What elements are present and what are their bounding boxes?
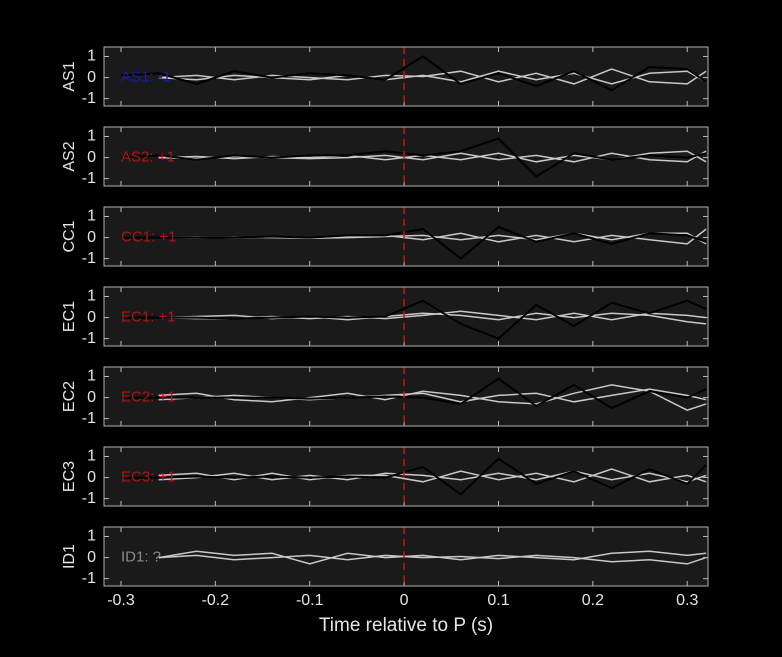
y-tick-label: 0 — [87, 469, 96, 486]
y-axis-label: EC3 — [61, 461, 78, 492]
x-tick-label: 0.3 — [676, 592, 698, 609]
plot-frame — [103, 526, 709, 587]
annotation: CC1: +1 — [121, 229, 176, 246]
trace — [158, 68, 707, 85]
y-tick-label: -1 — [82, 90, 96, 107]
y-tick-label: 1 — [87, 128, 96, 145]
trace — [158, 384, 707, 412]
y-axis-label: EC1 — [61, 301, 78, 332]
y-axis-label: CC1 — [61, 220, 78, 252]
annotation: EC3: +1 — [121, 469, 176, 486]
x-tick-label: 0.2 — [582, 592, 604, 609]
y-tick-label: 0 — [87, 309, 96, 326]
y-tick-label: -1 — [82, 330, 96, 347]
annotation: EC1: +1 — [121, 309, 176, 326]
annotation: AS2: +1 — [121, 149, 175, 166]
annotation: AS1: -1 — [121, 69, 171, 86]
x-tick-label: 0.1 — [487, 592, 509, 609]
y-tick-label: 0 — [87, 229, 96, 246]
y-tick-label: -1 — [82, 490, 96, 507]
x-tick-label: -0.1 — [296, 592, 324, 609]
y-axis-label: ID1 — [61, 544, 78, 569]
y-tick-label: 1 — [87, 208, 96, 225]
plot-frame — [103, 366, 709, 427]
y-tick-label: 1 — [87, 48, 96, 65]
y-axis-label: AS1 — [61, 61, 78, 91]
plot-frame — [103, 126, 709, 187]
y-tick-label: -1 — [82, 410, 96, 427]
x-tick-label: -0.2 — [202, 592, 230, 609]
trace — [158, 554, 707, 565]
trace — [158, 388, 707, 403]
plot-frame — [103, 206, 709, 267]
y-tick-label: 0 — [87, 149, 96, 166]
y-tick-label: -1 — [82, 170, 96, 187]
trace — [121, 457, 707, 496]
trace — [121, 225, 707, 260]
plot-frame — [103, 46, 709, 107]
y-axis-label: EC2 — [61, 381, 78, 412]
trace — [121, 299, 707, 340]
y-tick-label: -1 — [82, 250, 96, 267]
y-axis-label: AS2 — [61, 141, 78, 171]
y-tick-label: 1 — [87, 368, 96, 385]
trace — [120, 137, 707, 178]
y-tick-label: 1 — [87, 528, 96, 545]
y-tick-label: 0 — [87, 69, 96, 86]
x-axis-label: Time relative to P (s) — [319, 615, 493, 636]
x-tick-label: 0 — [400, 592, 409, 609]
plot-frame — [103, 286, 709, 347]
trace — [121, 377, 707, 410]
x-tick-label: -0.3 — [107, 592, 135, 609]
plot-frame — [103, 446, 709, 507]
y-tick-label: 0 — [87, 389, 96, 406]
annotation: ID1: ? — [121, 549, 161, 566]
annotation: EC2: +1 — [121, 389, 176, 406]
y-tick-label: 1 — [87, 448, 96, 465]
trace — [120, 55, 707, 92]
y-tick-label: 1 — [87, 288, 96, 305]
y-tick-label: 0 — [87, 549, 96, 566]
y-tick-label: -1 — [82, 570, 96, 587]
